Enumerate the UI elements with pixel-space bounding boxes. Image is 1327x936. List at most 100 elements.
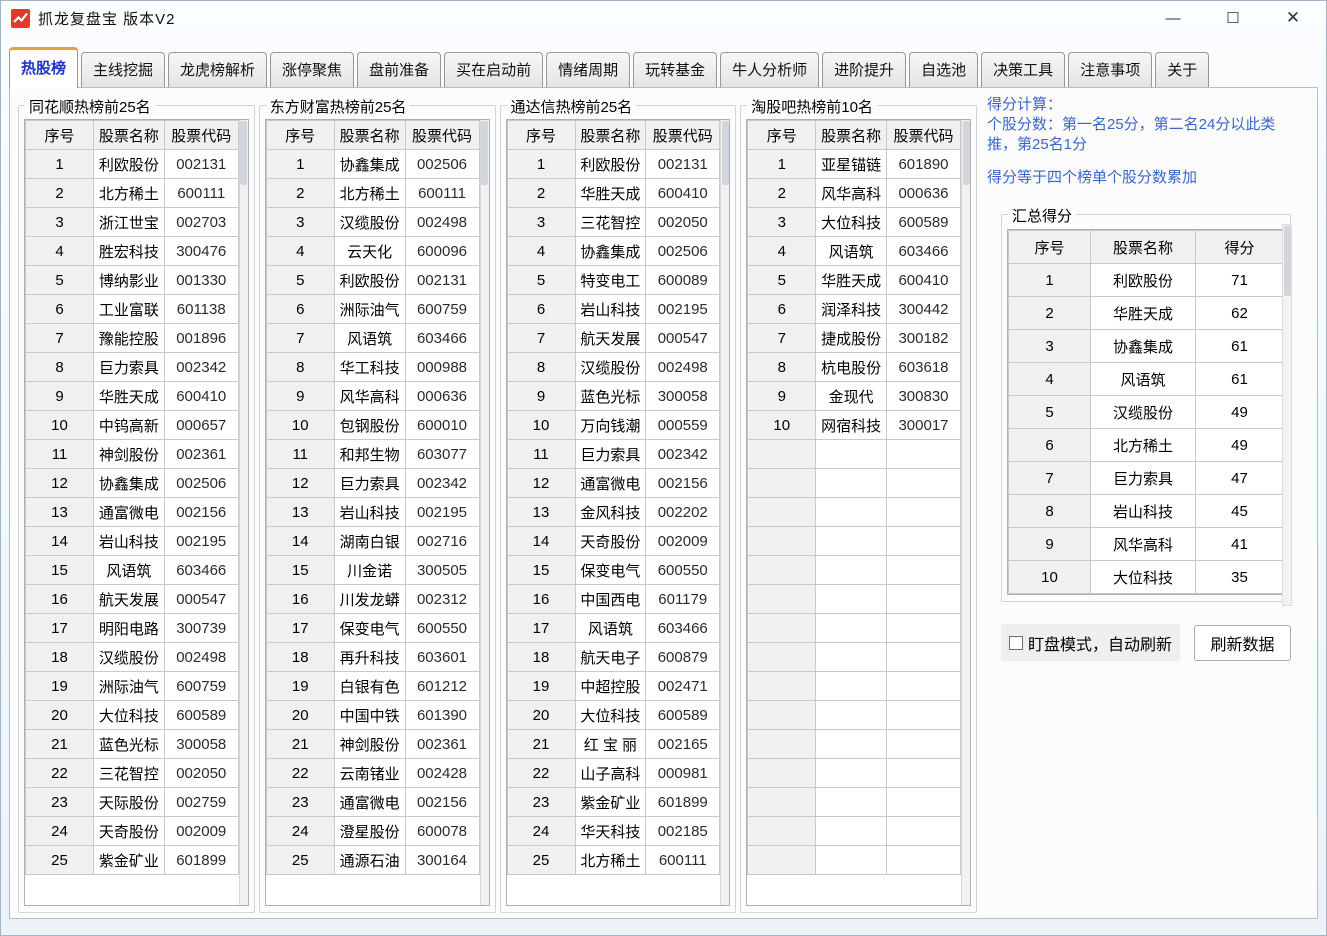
stock-row[interactable]: 1 利欧股份 71 [1008,263,1285,298]
rank-cell[interactable]: 9 [1008,527,1091,562]
stock-name-cell[interactable]: 北方稀土 [93,178,165,208]
rank-cell[interactable]: 4 [25,236,94,266]
board-vertical-scrollbar[interactable] [720,120,730,905]
value-cell[interactable]: 47 [1195,461,1285,496]
rank-cell[interactable]: 20 [265,700,335,730]
stock-row[interactable]: 20 大位科技 600589 [25,700,239,730]
stock-row[interactable]: 20 大位科技 600589 [506,700,721,730]
stock-name-cell[interactable]: 协鑫集成 [333,149,406,179]
value-cell[interactable]: 002498 [404,207,480,237]
tab-盘前准备[interactable]: 盘前准备 [357,52,442,87]
stock-name-cell[interactable]: 华胜天成 [1089,296,1197,331]
value-cell[interactable]: 002195 [645,294,721,324]
rank-cell[interactable]: 25 [506,845,576,875]
tab-买在启动前[interactable]: 买在启动前 [444,52,544,87]
stock-row[interactable]: 5 利欧股份 002131 [265,265,480,295]
stock-name-cell[interactable]: 通源石油 [333,845,406,875]
stock-row[interactable]: 6 洲际油气 600759 [265,294,480,324]
stock-row[interactable]: 1 利欧股份 002131 [25,149,239,179]
rank-cell[interactable]: 17 [265,613,335,643]
column-header[interactable]: 股票名称 [93,120,165,150]
value-cell[interactable]: 002131 [645,149,721,179]
rank-cell[interactable]: 2 [265,178,335,208]
rank-cell[interactable]: 6 [265,294,335,324]
stock-row[interactable]: 23 天际股份 002759 [25,787,239,817]
scrollbar-thumb[interactable] [240,121,248,185]
stock-row[interactable]: 4 协鑫集成 002506 [506,236,721,266]
stock-name-cell[interactable]: 协鑫集成 [574,236,647,266]
stock-row[interactable]: 25 通源石油 300164 [265,845,480,875]
stock-name-cell[interactable]: 风语筑 [574,613,647,643]
value-cell[interactable]: 000559 [645,410,721,440]
stock-row[interactable]: 19 中超控股 002471 [506,671,721,701]
rank-cell[interactable]: 3 [747,207,817,237]
stock-name-cell[interactable]: 大位科技 [815,207,887,237]
rank-cell[interactable]: 3 [265,207,335,237]
rank-cell[interactable]: 8 [747,352,817,382]
column-header[interactable]: 序号 [265,120,335,150]
stock-name-cell[interactable]: 澄星股份 [333,816,406,846]
scrollbar-thumb[interactable] [481,121,488,185]
value-cell[interactable]: 600410 [163,381,239,411]
rank-cell[interactable]: 1 [265,149,335,179]
value-cell[interactable]: 49 [1195,395,1285,430]
stock-name-cell[interactable]: 洲际油气 [93,671,165,701]
value-cell[interactable]: 002050 [645,207,721,237]
value-cell[interactable]: 601899 [163,845,239,875]
stock-name-cell[interactable]: 风语筑 [333,323,406,353]
rank-cell[interactable]: 22 [265,758,335,788]
stock-name-cell[interactable]: 川金诺 [333,555,406,585]
stock-row[interactable]: 16 中国西电 601179 [506,584,721,614]
rank-cell[interactable]: 4 [265,236,335,266]
rank-cell[interactable]: 25 [25,845,94,875]
stock-name-cell[interactable]: 汉缆股份 [93,642,165,672]
value-cell[interactable]: 002471 [645,671,721,701]
stock-name-cell[interactable]: 杭电股份 [815,352,887,382]
value-cell[interactable]: 600111 [645,845,721,875]
rank-cell[interactable]: 2 [747,178,817,208]
value-cell[interactable]: 45 [1195,494,1285,529]
value-cell[interactable]: 002156 [404,787,480,817]
rank-cell[interactable]: 1 [506,149,576,179]
stock-name-cell[interactable]: 通富微电 [333,787,406,817]
stock-row[interactable]: 17 明阳电路 300739 [25,613,239,643]
stock-name-cell[interactable]: 北方稀土 [333,178,406,208]
rank-cell[interactable]: 9 [265,381,335,411]
rank-cell[interactable]: 24 [506,816,576,846]
value-cell[interactable]: 000636 [404,381,480,411]
rank-cell[interactable]: 15 [25,555,94,585]
rank-cell[interactable]: 1 [25,149,94,179]
rank-cell[interactable]: 9 [747,381,817,411]
value-cell[interactable]: 603466 [645,613,721,643]
stock-name-cell[interactable]: 湖南白银 [333,526,406,556]
stock-row[interactable]: 20 中国中铁 601390 [265,700,480,730]
board-vertical-scrollbar[interactable] [479,120,489,905]
stock-name-cell[interactable]: 润泽科技 [815,294,887,324]
rank-cell[interactable]: 5 [506,265,576,295]
stock-name-cell[interactable]: 天奇股份 [93,816,165,846]
stock-row[interactable]: 18 汉缆股份 002498 [25,642,239,672]
value-cell[interactable]: 002050 [163,758,239,788]
rank-cell[interactable]: 25 [265,845,335,875]
stock-row[interactable]: 25 北方稀土 600111 [506,845,721,875]
rank-cell[interactable]: 13 [506,497,576,527]
stock-row[interactable]: 8 杭电股份 603618 [747,352,961,382]
stock-row[interactable]: 1 协鑫集成 002506 [265,149,480,179]
rank-cell[interactable]: 6 [747,294,817,324]
value-cell[interactable]: 71 [1195,263,1285,298]
value-cell[interactable]: 49 [1195,428,1285,463]
stock-name-cell[interactable]: 华胜天成 [574,178,647,208]
value-cell[interactable]: 002312 [404,584,480,614]
value-cell[interactable]: 62 [1195,296,1285,331]
stock-row[interactable]: 8 华工科技 000988 [265,352,480,382]
tab-主线挖掘[interactable]: 主线挖掘 [81,52,166,87]
tab-注意事项[interactable]: 注意事项 [1068,52,1153,87]
stock-row[interactable]: 22 云南锗业 002428 [265,758,480,788]
close-button[interactable]: ✕ [1285,8,1301,27]
stock-name-cell[interactable]: 岩山科技 [93,526,165,556]
stock-row[interactable]: 10 中钨高新 000657 [25,410,239,440]
value-cell[interactable]: 600410 [886,265,961,295]
stock-row[interactable]: 2 北方稀土 600111 [265,178,480,208]
tab-玩转基金[interactable]: 玩转基金 [633,52,718,87]
stock-name-cell[interactable]: 工业富联 [93,294,165,324]
